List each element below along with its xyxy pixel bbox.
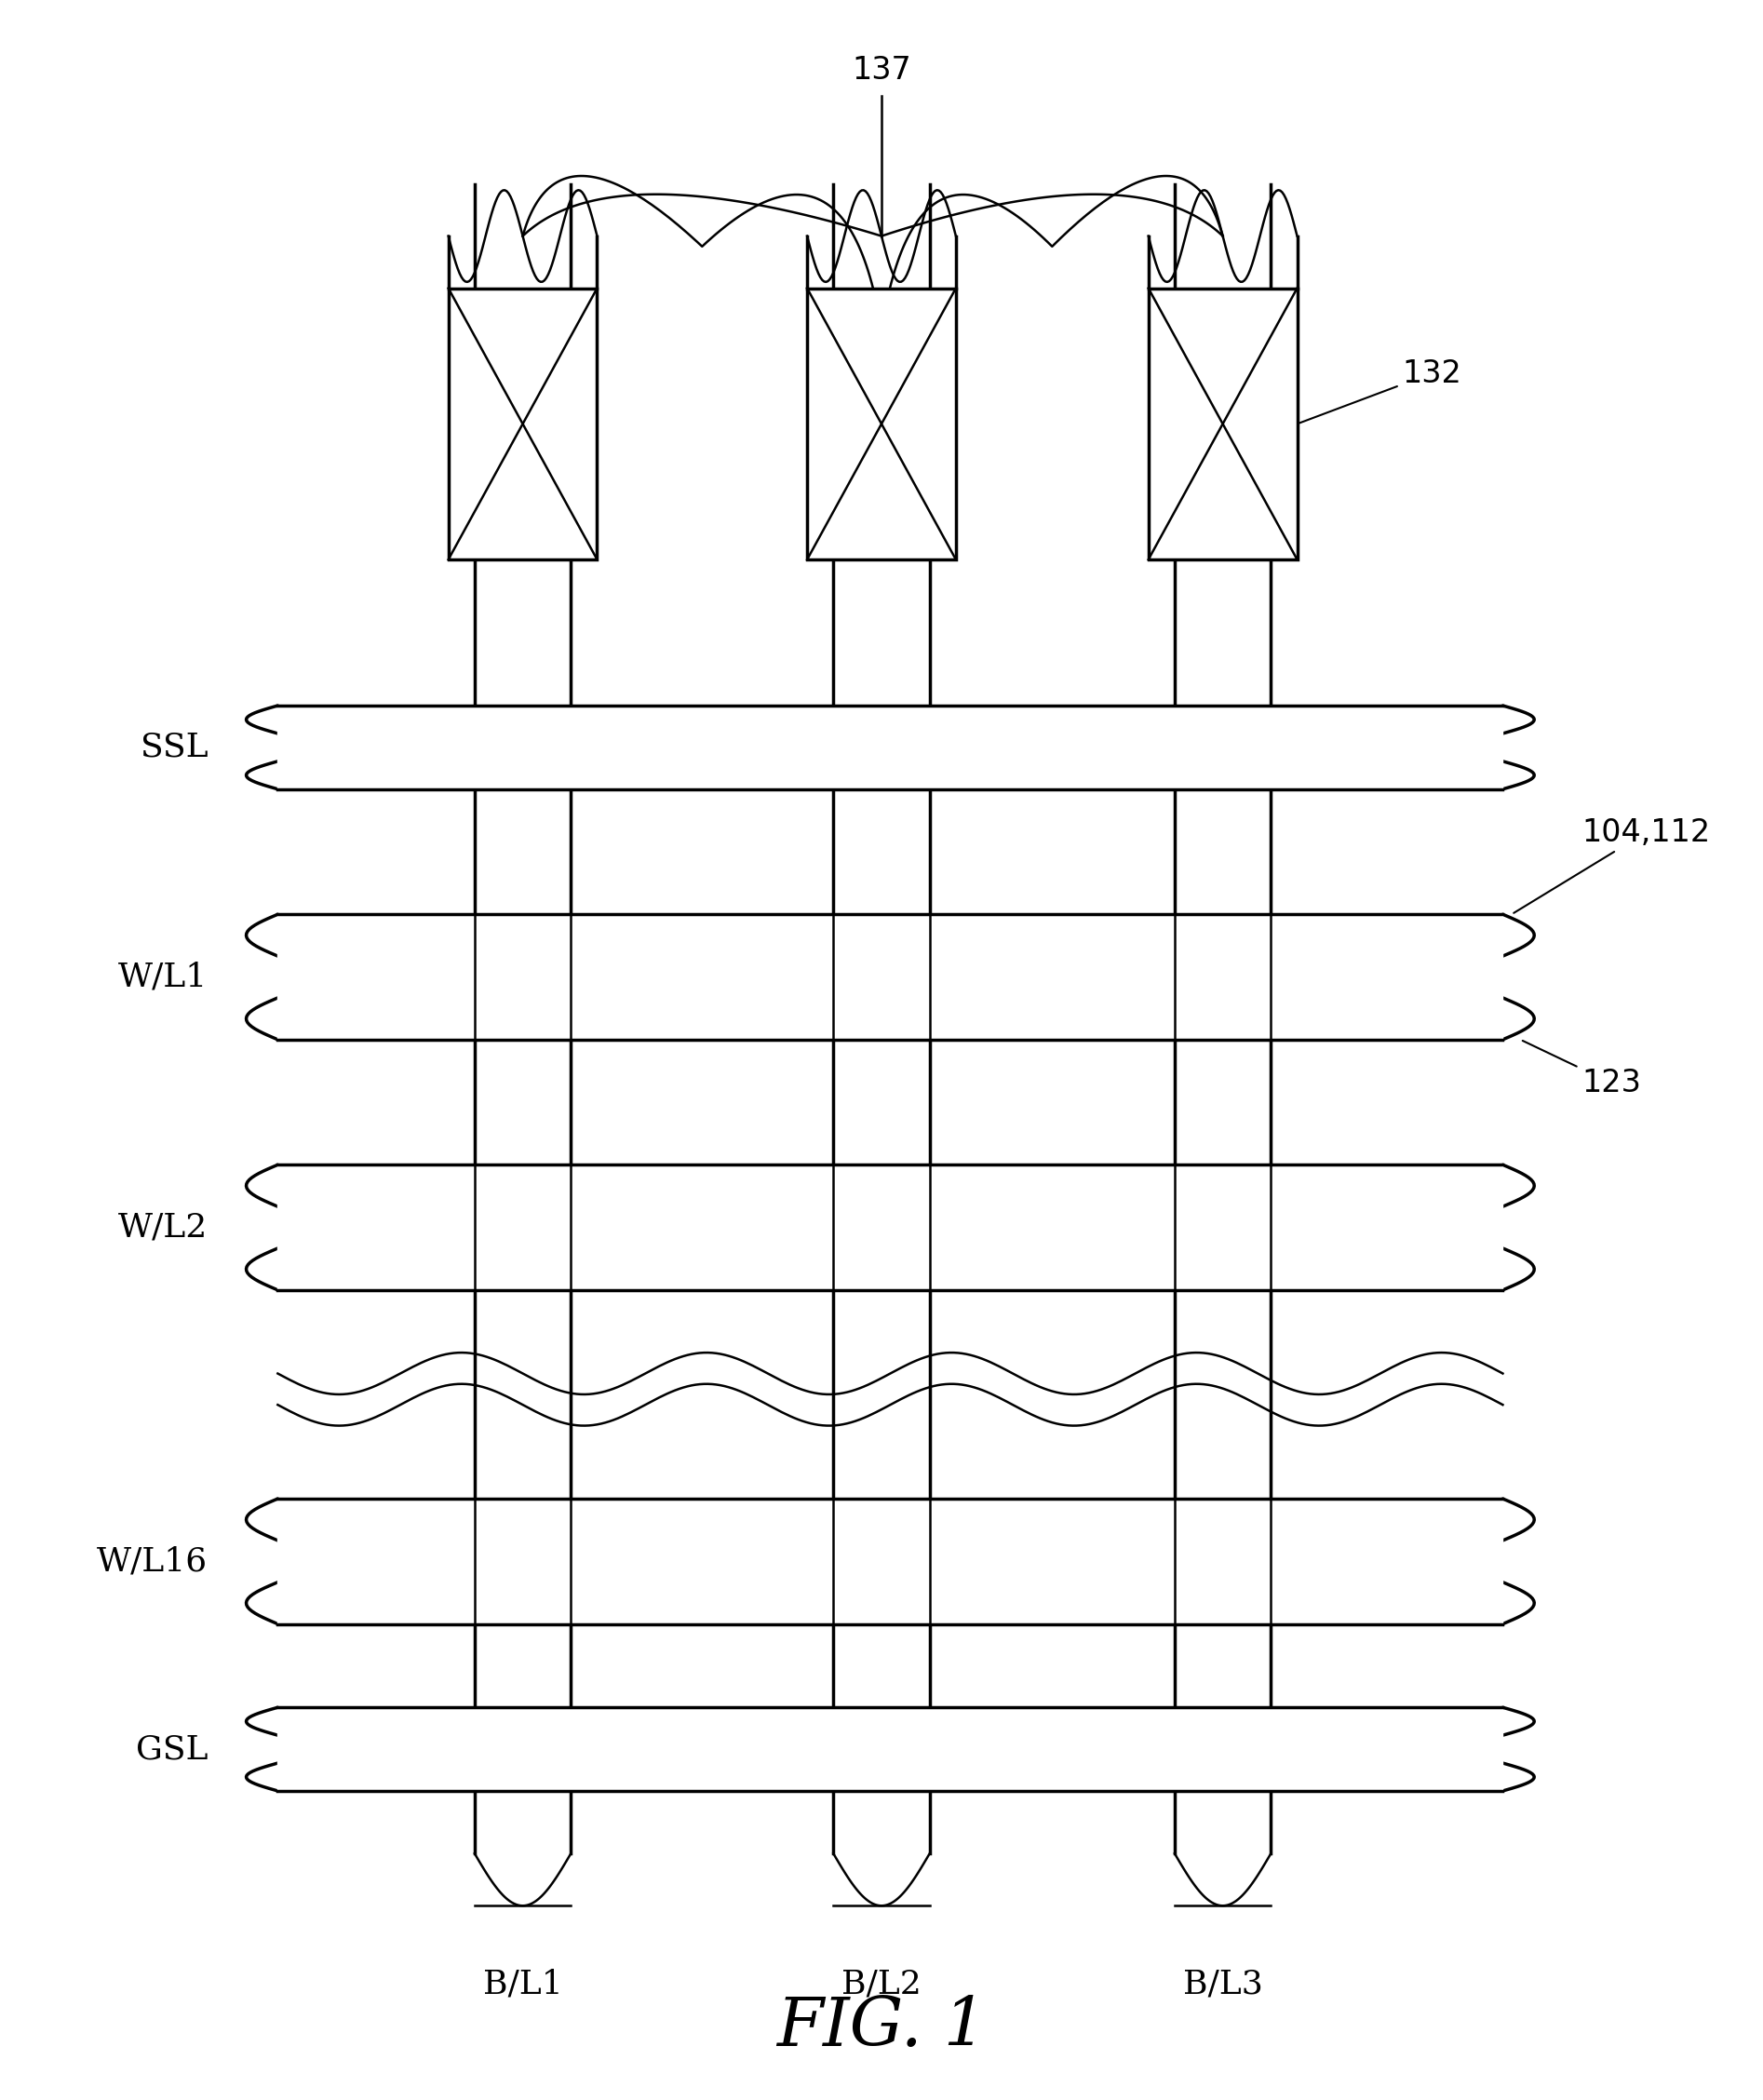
Bar (929, 914, 1174, 1040)
Text: W/L16: W/L16 (97, 1546, 208, 1577)
Bar (1148, 288, 1298, 559)
Text: 132: 132 (1299, 357, 1462, 422)
Bar (807, 288, 956, 559)
Bar (929, 1166, 1174, 1289)
Bar (929, 1499, 1174, 1623)
Text: B/L3: B/L3 (1183, 1968, 1262, 1999)
Bar (448, 288, 598, 559)
Text: 104,112: 104,112 (1514, 817, 1710, 914)
Text: B/L1: B/L1 (483, 1968, 562, 1999)
Bar (279, 1499, 474, 1623)
Bar (571, 1166, 834, 1289)
Text: 123: 123 (1523, 1042, 1641, 1098)
Text: 137: 137 (852, 55, 911, 86)
Bar (571, 914, 834, 1040)
Text: GSL: GSL (136, 1732, 208, 1764)
Bar (1271, 1166, 1502, 1289)
Text: W/L1: W/L1 (118, 962, 208, 993)
Text: W/L2: W/L2 (118, 1212, 208, 1243)
Bar (571, 1499, 834, 1623)
Bar (1271, 914, 1502, 1040)
Bar (279, 1166, 474, 1289)
Text: SSL: SSL (139, 731, 208, 762)
Bar (1271, 1499, 1502, 1623)
Bar (279, 914, 474, 1040)
Text: B/L2: B/L2 (841, 1968, 922, 1999)
Text: FIG. 1: FIG. 1 (776, 1993, 987, 2060)
